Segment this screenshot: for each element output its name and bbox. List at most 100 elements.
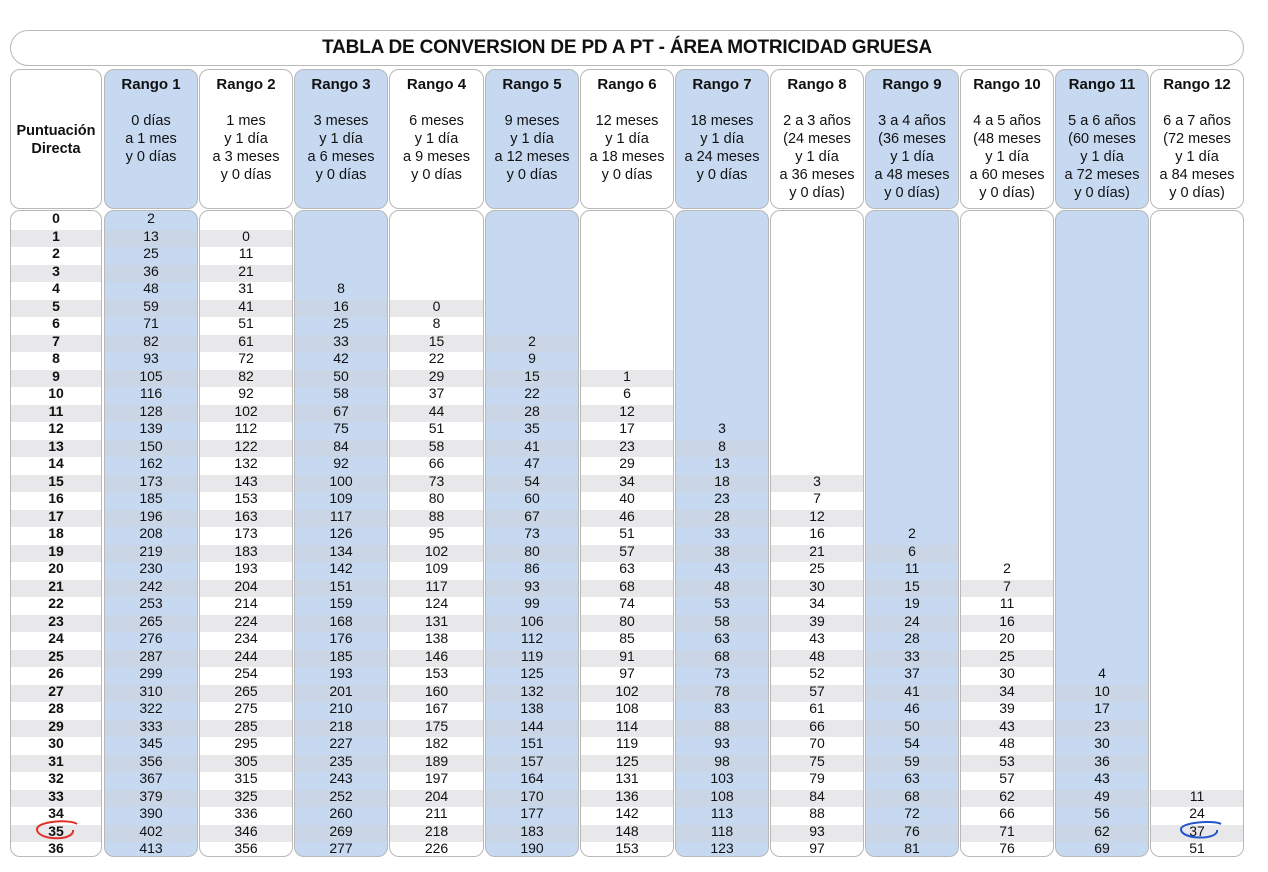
pt-value: 252 xyxy=(329,787,353,804)
pd-value: 18 xyxy=(48,525,64,541)
row-stripe xyxy=(390,789,483,807)
pd-value: 15 xyxy=(48,472,64,489)
row-stripe xyxy=(486,334,578,352)
row-stripe xyxy=(390,719,483,737)
pt-value: 224 xyxy=(234,612,258,629)
pt-value: 17 xyxy=(619,420,635,436)
pt-value: 88 xyxy=(714,717,730,734)
pt-value: 124 xyxy=(424,595,449,611)
row-stripe xyxy=(771,474,863,492)
row-stripe xyxy=(486,404,578,422)
pt-value: 43 xyxy=(999,717,1015,734)
row-stripe xyxy=(771,754,863,772)
rango-label: Rango 7 xyxy=(692,76,752,93)
pt-value: 20 xyxy=(999,630,1015,646)
row-stripe xyxy=(486,824,578,842)
rango-column-2: 0 11 21 31 41 51 61 72 82 92 102 112 122 132 143 153 163… xyxy=(199,210,293,857)
pt-value: 113 xyxy=(710,805,734,821)
pt-value: 138 xyxy=(520,700,544,716)
row-stripe xyxy=(771,719,863,737)
pt-value: 69 xyxy=(1094,840,1110,856)
pd-value: 22 xyxy=(48,595,64,611)
pt-value: 74 xyxy=(619,595,635,611)
row-stripe xyxy=(771,509,863,527)
pt-value: 315 xyxy=(234,770,258,786)
pt-value: 78 xyxy=(714,682,730,699)
pt-value: 128 xyxy=(139,402,163,419)
pt-value: 102 xyxy=(615,682,639,699)
row-stripe xyxy=(390,299,483,317)
rango-age-range: 0 días a 1 mes y 0 días xyxy=(125,113,177,165)
pt-value: 10 xyxy=(1094,682,1110,699)
pt-value: 21 xyxy=(238,262,254,279)
pt-value: 70 xyxy=(809,735,825,751)
row-stripe xyxy=(581,579,673,597)
pt-value: 275 xyxy=(234,700,258,716)
pt-value: 68 xyxy=(714,647,730,664)
pt-value: 62 xyxy=(999,787,1015,804)
row-stripe xyxy=(961,789,1053,807)
row-stripe xyxy=(295,824,387,842)
row-stripe xyxy=(676,509,768,527)
row-stripe xyxy=(771,614,863,632)
pt-value: 106 xyxy=(520,612,544,629)
pt-value: 22 xyxy=(428,350,445,366)
pt-value: 226 xyxy=(424,840,449,856)
pt-value: 38 xyxy=(714,542,730,559)
row-stripe xyxy=(961,614,1053,632)
row-stripe xyxy=(200,369,292,387)
row-stripe xyxy=(105,264,197,282)
row-stripe xyxy=(961,649,1053,667)
pt-value: 2 xyxy=(528,332,536,349)
rango-column-4: 0 8 15 22 29 37 44 51 58 66 73 80 88 95 102 109 117 124 13… xyxy=(389,210,484,857)
pt-value: 151 xyxy=(329,577,353,594)
pt-value: 43 xyxy=(1094,770,1110,786)
row-stripe xyxy=(105,719,197,737)
pt-value: 88 xyxy=(809,805,825,821)
pd-value: 2 xyxy=(52,245,60,261)
row-stripe xyxy=(866,544,958,562)
pt-value: 44 xyxy=(428,402,445,419)
pt-value: 51 xyxy=(1189,840,1205,856)
pd-value: 32 xyxy=(48,770,64,786)
row-stripe xyxy=(961,754,1053,772)
row-stripe xyxy=(11,299,101,317)
pt-value: 50 xyxy=(333,367,349,384)
row-stripe xyxy=(961,684,1053,702)
pt-value: 66 xyxy=(999,805,1015,821)
row-stripe xyxy=(486,544,578,562)
pt-value: 33 xyxy=(333,332,349,349)
row-stripe xyxy=(295,789,387,807)
pt-value: 211 xyxy=(425,805,448,821)
pt-value: 53 xyxy=(999,752,1015,769)
pt-value: 201 xyxy=(329,682,353,699)
pd-value: 16 xyxy=(48,490,64,506)
row-stripe xyxy=(295,719,387,737)
row-stripe xyxy=(200,649,292,667)
pd-value: 33 xyxy=(48,787,64,804)
pt-value: 42 xyxy=(333,350,349,366)
pt-value: 23 xyxy=(1094,717,1110,734)
rango-age-range: 6 a 7 años (72 meses y 1 día a 84 meses … xyxy=(1159,113,1235,201)
row-stripe xyxy=(390,684,483,702)
row-stripe xyxy=(105,649,197,667)
pt-value: 0 xyxy=(432,297,441,314)
pt-value: 80 xyxy=(524,542,540,559)
pt-value: 18 xyxy=(714,472,730,489)
pt-value: 122 xyxy=(234,437,258,454)
pt-value: 72 xyxy=(238,350,254,366)
row-stripe xyxy=(11,684,101,702)
pd-value: 23 xyxy=(48,612,64,629)
row-stripe xyxy=(1056,824,1148,842)
pt-value: 41 xyxy=(238,297,254,314)
pt-value: 40 xyxy=(619,490,635,506)
pd-value: 8 xyxy=(52,350,60,366)
pt-value: 105 xyxy=(139,367,163,384)
row-stripe xyxy=(866,719,958,737)
pt-value: 244 xyxy=(234,647,258,664)
pt-value: 336 xyxy=(234,805,258,821)
pt-value: 356 xyxy=(139,752,163,769)
pt-value: 235 xyxy=(329,752,353,769)
pt-value: 285 xyxy=(234,717,258,734)
pt-value: 333 xyxy=(139,717,163,734)
